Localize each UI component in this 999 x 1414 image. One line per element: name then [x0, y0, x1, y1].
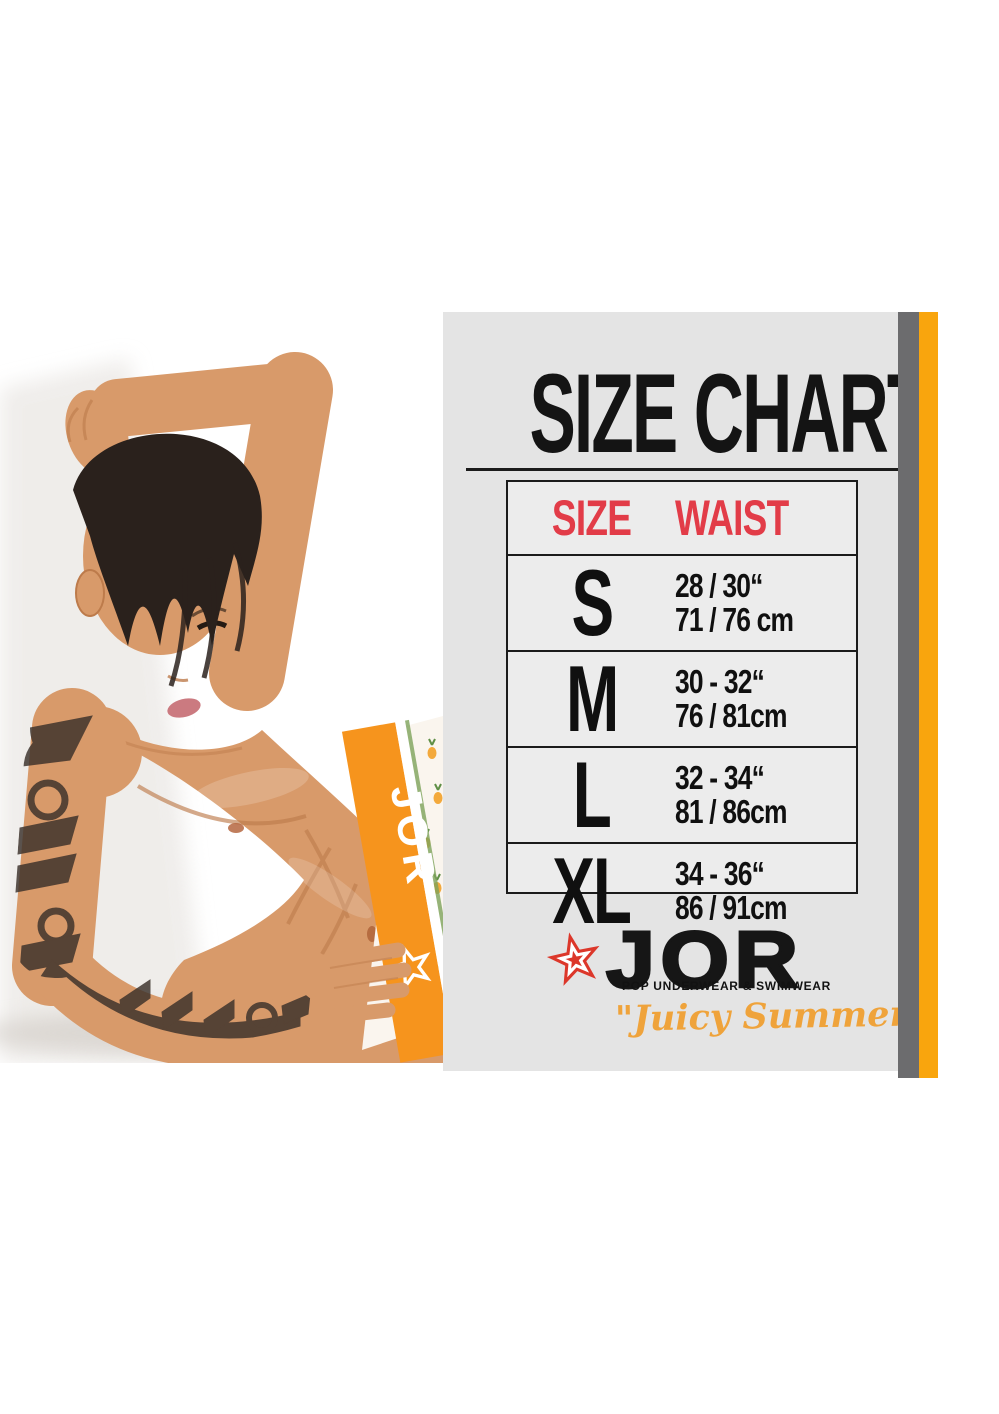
page-title: SIZE CHART: [529, 351, 929, 476]
title-underline: [466, 468, 898, 471]
brand-slogan: "Juicy Summer": [614, 993, 927, 1040]
size-label: XL: [552, 838, 633, 943]
brand-name: JOR: [604, 915, 804, 1004]
size-label: M: [565, 646, 619, 751]
table-row-s: S 28 / 30“ 71 / 76 cm: [508, 554, 856, 650]
header-waist-label: WAIST: [675, 490, 789, 546]
header-size-label: SIZE: [551, 490, 632, 546]
waist-cm: 76 / 81cm: [675, 697, 787, 734]
star-icon: [546, 932, 600, 986]
header-cell-size: SIZE: [508, 489, 675, 547]
accent-stripe-orange: [919, 312, 938, 1078]
waist-cm: 71 / 76 cm: [675, 601, 794, 638]
header-cell-waist: WAIST: [675, 489, 856, 547]
accent-stripe-gray: [898, 312, 919, 1078]
brand-logo: JOR: [542, 918, 800, 1001]
size-label: L: [573, 742, 612, 847]
table-row-xl: XL 34 - 36“ 86 / 91cm: [508, 842, 856, 938]
waist-inches: 28 / 30“: [675, 567, 763, 604]
table-row-l: L 32 - 34“ 81 / 86cm: [508, 746, 856, 842]
waist-cm: 86 / 91cm: [675, 889, 787, 926]
waist-inches: 32 - 34“: [675, 759, 765, 796]
size-label: S: [571, 550, 614, 655]
waist-inches: 30 - 32“: [675, 663, 765, 700]
size-chart-panel: SIZE CHART SIZE WAIST S 28 / 30“ 71 / 76…: [443, 312, 929, 1071]
size-chart-table: SIZE WAIST S 28 / 30“ 71 / 76 cm M: [506, 480, 858, 938]
brand-tagline: POP UNDERWEAR & SWIMWEAR: [622, 979, 832, 993]
waist-inches: 34 - 36“: [675, 855, 765, 892]
table-header-row: SIZE WAIST: [508, 482, 856, 554]
waist-cm: 81 / 86cm: [675, 793, 787, 830]
table-row-m: M 30 - 32“ 76 / 81cm: [508, 650, 856, 746]
model-figure: JOR: [12, 352, 443, 1063]
model-photo: JOR: [0, 352, 443, 1063]
